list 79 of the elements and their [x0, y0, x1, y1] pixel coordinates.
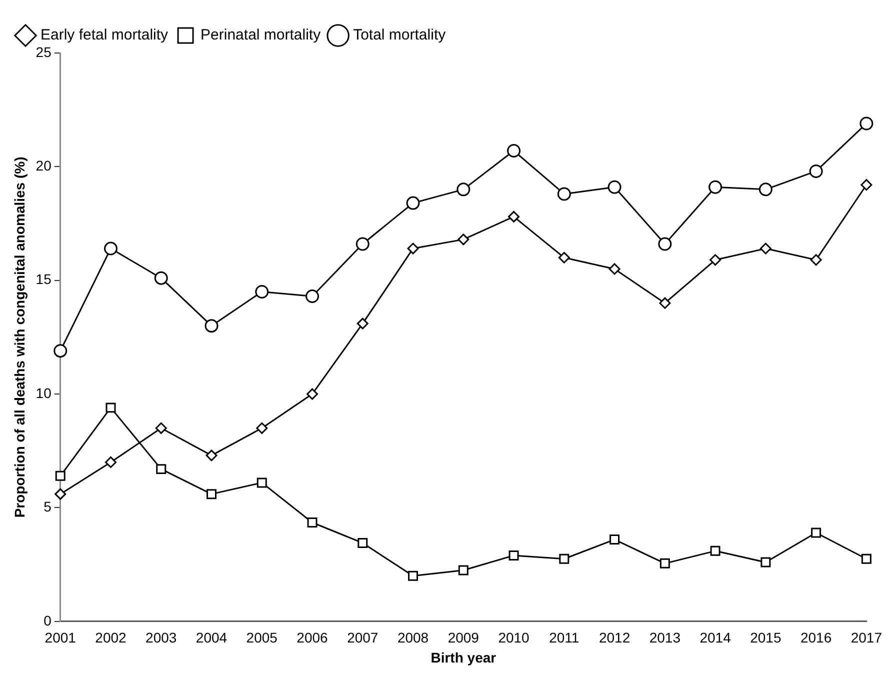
x-tick-label: 2002 [95, 630, 127, 646]
point [155, 422, 167, 434]
point [154, 271, 168, 285]
point [358, 538, 368, 548]
point [608, 180, 622, 194]
point [860, 116, 874, 130]
point [708, 180, 722, 194]
point [307, 518, 318, 528]
y-tick-label: 20 [36, 158, 52, 174]
point [206, 489, 216, 500]
point [54, 344, 68, 358]
point [156, 464, 166, 474]
point [406, 196, 420, 210]
x-axis-title: Birth year [430, 649, 497, 666]
x-tick-label: 2006 [296, 630, 328, 646]
x-tick-label: 2017 [850, 630, 882, 646]
x-tick-label: 2014 [700, 630, 732, 646]
point [811, 528, 822, 538]
x-tick-label: 2005 [246, 630, 278, 646]
point [810, 254, 822, 266]
x-tick-label: 2004 [196, 630, 228, 646]
point [256, 422, 268, 434]
legend-label: Early fetal mortality [40, 26, 169, 44]
point [760, 557, 771, 568]
point [104, 242, 118, 256]
point [356, 237, 370, 251]
x-tick-label: 2001 [44, 630, 76, 646]
point [860, 179, 872, 191]
point [758, 182, 772, 196]
point [106, 402, 116, 413]
point [204, 319, 218, 333]
legend-label: Perinatal mortality [200, 26, 322, 44]
x-tick-label: 2003 [146, 630, 177, 646]
x-tick-label: 2013 [649, 630, 681, 646]
point [508, 550, 519, 560]
point [557, 187, 571, 201]
y-axis-title: Proportion of all deaths with congenital anomalies (%) [11, 156, 28, 518]
point [256, 478, 267, 488]
point [306, 290, 320, 304]
point [507, 144, 521, 158]
point [610, 534, 620, 545]
y-tick-label: 0 [44, 612, 52, 628]
point [356, 318, 368, 330]
legend-label: Total mortality [353, 26, 446, 44]
point [660, 558, 670, 568]
point [54, 488, 66, 500]
point [559, 554, 570, 564]
y-tick-label: 5 [44, 498, 52, 515]
point [508, 210, 520, 222]
point [658, 237, 672, 251]
point [55, 470, 66, 481]
point [809, 164, 823, 178]
point [458, 234, 470, 246]
point [659, 297, 671, 309]
x-tick-label: 2015 [750, 630, 782, 646]
point [710, 254, 722, 266]
y-tick-label: 25 [36, 44, 52, 60]
point [408, 570, 418, 581]
point [407, 242, 419, 254]
point [861, 554, 872, 564]
x-tick-label: 2012 [598, 630, 630, 646]
point [558, 252, 570, 264]
point [710, 546, 720, 556]
x-tick-label: 2009 [448, 630, 480, 646]
x-tick-label: 2007 [347, 630, 378, 646]
point [105, 456, 116, 468]
point [306, 388, 318, 400]
x-tick-label: 2008 [397, 630, 429, 646]
point [456, 182, 470, 196]
point [760, 242, 772, 254]
y-tick-label: 15 [36, 271, 52, 288]
point [608, 263, 620, 275]
point [255, 284, 269, 298]
y-tick-label: 10 [36, 384, 52, 401]
point [458, 565, 468, 576]
x-tick-label: 2011 [549, 630, 580, 646]
point [206, 450, 218, 462]
x-tick-label: 2010 [498, 630, 530, 646]
x-tick-label: 2016 [800, 630, 832, 646]
